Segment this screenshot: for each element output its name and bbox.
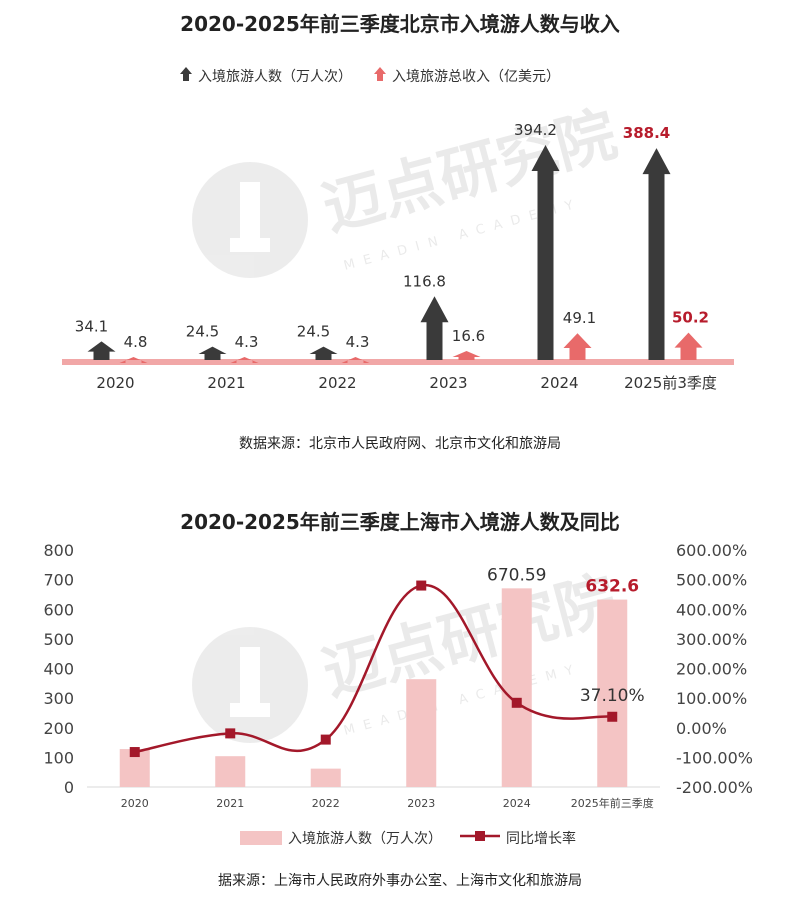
data-label: 670.59 [487,565,546,585]
watermark-text: 迈点研究院 [316,100,624,244]
y-right-tick-label: 300.00% [676,630,747,649]
growth-rate-point [511,697,522,708]
y-left-tick-label: 600 [43,600,74,619]
x-tick-label: 2025年前三季度 [571,796,654,810]
watermark-tower-base-icon [230,703,270,717]
visitor-data-label: 116.8 [403,272,446,290]
visitor-data-label: 388.4 [623,124,670,142]
legend-arrow-icon [374,67,386,85]
visitor-arrow-bar [198,346,227,360]
x-tick-label: 2020 [96,374,134,392]
revenue-arrow-bar [563,333,592,360]
x-tick-label: 2020 [121,797,149,810]
y-right-tick-label: 0.00% [676,719,727,738]
y-right-tick-label: 600.00% [676,541,747,560]
chart1-title: 2020-2025年前三季度北京市入境游人数与收入 [180,12,620,36]
y-right-tick-label: 100.00% [676,689,747,708]
visitor-data-label: 24.5 [186,323,219,341]
watermark-tower-base-icon [230,238,270,252]
watermark-text: 迈点研究院 [316,564,624,709]
chart2-legend-visitors: 入境旅游人数（万人次） [288,831,442,847]
revenue-arrow-bar [452,350,481,360]
y-left-tick-label: 500 [43,630,74,649]
chart2-title: 2020-2025年前三季度上海市入境游人数及同比 [180,510,620,534]
y-left-tick-label: 400 [43,660,74,679]
growth-rate-point [225,728,236,739]
revenue-data-label: 4.3 [235,333,259,351]
visitor-arrow-bar [420,296,449,360]
chart1-baseline [62,359,734,365]
revenue-data-label: 4.8 [124,333,148,351]
visitor-bar [310,768,341,787]
y-left-tick-label: 800 [43,541,74,560]
y-left-tick-label: 700 [43,571,74,590]
x-tick-label: 2022 [312,797,340,810]
y-right-tick-label: 400.00% [676,600,747,619]
y-left-tick-label: 0 [64,778,74,797]
revenue-data-label: 16.6 [452,327,485,345]
data-label: 37.10% [580,686,645,706]
revenue-arrow-bar [341,357,370,363]
revenue-data-label: 4.3 [346,333,370,351]
legend-arrow-icon [180,67,192,85]
visitor-arrow-bar [642,148,671,360]
growth-rate-point [607,711,618,722]
x-tick-label: 2021 [207,374,245,392]
visitor-data-label: 394.2 [514,121,557,139]
y-right-tick-label: 200.00% [676,660,747,679]
watermark-tower-icon [240,647,260,717]
revenue-arrow-bar [674,332,703,360]
x-tick-label: 2021 [216,797,244,810]
visitor-arrow-bar [531,145,560,360]
x-tick-label: 2023 [429,374,467,392]
visitor-data-label: 34.1 [75,317,108,335]
watermark-tower-icon [240,182,260,252]
y-left-tick-label: 100 [43,748,74,767]
visitor-arrow-bar [309,346,338,360]
watermark-logo-icon [192,627,308,743]
growth-rate-point [416,580,427,591]
visitor-bar [215,756,246,787]
revenue-data-label: 49.1 [563,309,596,327]
chart2-legend: 入境旅游人数（万人次） 同比增长率 [240,828,576,848]
visitor-bar [501,588,532,787]
x-tick-label: 2025前3季度 [624,374,717,392]
chart1-legend: 入境旅游人数（万人次） 入境旅游总收入（亿美元） [180,66,560,86]
visitor-bar [406,679,437,787]
data-label: 632.6 [585,577,639,597]
chart1-legend-visitors: 入境旅游人数（万人次） [198,69,352,85]
growth-rate-point [129,747,140,758]
y-left-tick-label: 300 [43,689,74,708]
revenue-data-label: 50.2 [672,309,709,327]
x-tick-label: 2024 [503,797,531,810]
revenue-arrow-bar [230,357,259,363]
legend-bar-swatch [240,831,282,845]
y-right-tick-label: 500.00% [676,571,747,590]
x-tick-label: 2023 [407,797,435,810]
chart1-legend-revenue: 入境旅游总收入（亿美元） [392,69,560,85]
visitor-arrow-bar [87,341,116,360]
visitor-data-label: 24.5 [297,323,330,341]
growth-rate-point [320,734,331,745]
chart1-source: 数据来源：北京市人民政府网、北京市文化和旅游局 [239,436,561,452]
y-right-tick-label: -200.00% [676,778,753,797]
x-tick-label: 2024 [540,374,578,392]
chart2-legend-growth: 同比增长率 [506,831,576,847]
legend-line-marker-icon [460,829,500,847]
chart2-source: 据来源：上海市人民政府外事办公室、上海市文化和旅游局 [218,873,582,889]
revenue-arrow-bar [119,357,148,363]
y-left-tick-label: 200 [43,719,74,738]
visitor-bar [597,599,628,787]
watermark-logo-icon [192,162,308,278]
x-tick-label: 2022 [318,374,356,392]
y-right-tick-label: -100.00% [676,748,753,767]
